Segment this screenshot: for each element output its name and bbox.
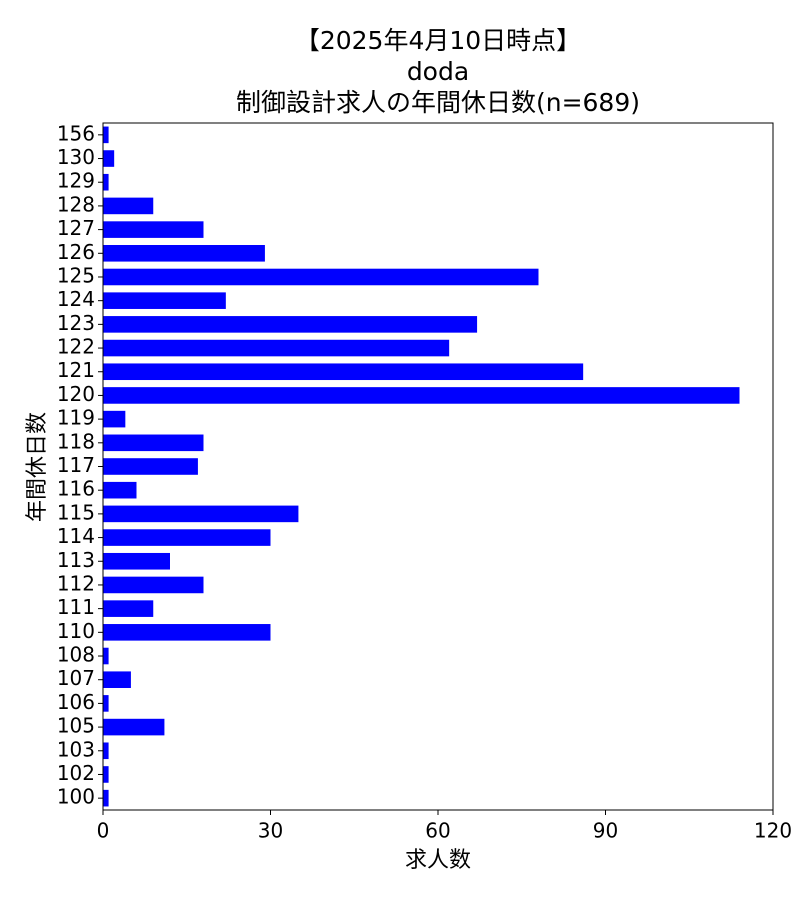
bar [103, 458, 198, 475]
y-tick-label: 111 [57, 595, 95, 619]
x-tick-label: 0 [97, 819, 110, 843]
y-tick-label: 114 [57, 524, 95, 548]
y-tick-label: 122 [57, 335, 95, 359]
bar [103, 600, 154, 617]
y-tick-label: 156 [57, 121, 95, 145]
y-tick-label: 121 [57, 358, 95, 382]
y-tick-label: 108 [57, 643, 95, 667]
y-tick-label: 112 [57, 571, 95, 595]
y-tick-label: 130 [57, 145, 95, 169]
y-tick-label: 123 [57, 311, 95, 335]
y-tick-label: 115 [57, 500, 95, 524]
y-tick-label: 116 [57, 477, 95, 501]
bar [103, 339, 450, 357]
y-tick-label: 107 [57, 666, 95, 690]
bar [103, 363, 584, 381]
bar [103, 766, 109, 783]
bar [103, 718, 165, 736]
y-tick-label: 127 [57, 216, 95, 240]
chart-subtitle: doda [407, 57, 469, 86]
y-tick-label: 118 [57, 429, 95, 453]
y-tick-label: 103 [57, 737, 95, 761]
bar [103, 292, 226, 309]
bar [103, 268, 539, 286]
bar [103, 529, 271, 546]
y-tick-label: 119 [57, 406, 95, 430]
chart-subtitle: 制御設計求人の年間休日数(n=689) [236, 88, 640, 117]
bar [103, 173, 109, 191]
y-tick-label: 124 [57, 287, 95, 311]
x-tick-label: 60 [425, 819, 450, 843]
y-tick-label: 129 [57, 169, 95, 193]
bar [103, 150, 115, 167]
y-axis-label: 年間休日数 [25, 412, 50, 522]
bar [103, 197, 154, 215]
bar [103, 647, 109, 665]
chart-title: 【2025年4月10日時点】 [295, 26, 581, 55]
bar [103, 695, 109, 712]
bar [103, 481, 137, 499]
bar [103, 410, 126, 428]
y-tick-label: 126 [57, 240, 95, 264]
bar [103, 552, 170, 570]
bar [103, 789, 109, 807]
x-axis-label: 求人数 [405, 848, 471, 873]
plot-frame [102, 122, 774, 811]
y-tick-label: 117 [57, 453, 95, 477]
bar [103, 245, 265, 262]
bar [103, 624, 271, 641]
bar [103, 126, 109, 144]
y-tick-label: 100 [57, 785, 95, 809]
bar [103, 742, 109, 760]
x-tick-label: 90 [593, 819, 618, 843]
bar [103, 221, 204, 238]
y-tick-label: 120 [57, 382, 95, 406]
bar [103, 434, 204, 452]
bar [103, 505, 299, 523]
x-tick-label: 30 [258, 819, 283, 843]
bar [103, 316, 478, 333]
y-tick-label: 113 [57, 548, 95, 572]
x-tick-label: 120 [754, 819, 792, 843]
y-tick-label: 125 [57, 263, 95, 287]
bar [103, 387, 740, 404]
y-tick-label: 128 [57, 192, 95, 216]
y-tick-label: 110 [57, 619, 95, 643]
bar [103, 576, 204, 594]
y-tick-label: 106 [57, 690, 95, 714]
bar [103, 671, 131, 688]
y-tick-label: 105 [57, 714, 95, 738]
y-tick-label: 102 [57, 761, 95, 785]
